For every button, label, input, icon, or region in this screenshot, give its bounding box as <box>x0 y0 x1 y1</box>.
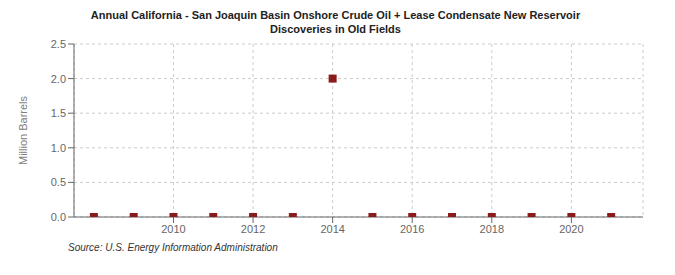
svg-text:Million Barrels: Million Barrels <box>17 95 29 165</box>
svg-text:2016: 2016 <box>400 223 424 235</box>
html-text:Source: U.S. Energy Informatio: Source: U.S. Energy Information Administ… <box>68 242 278 253</box>
svg-text:2020: 2020 <box>559 223 583 235</box>
svg-text:0.0: 0.0 <box>51 211 66 223</box>
html-text:Discoveries in Old Fields: Discoveries in Old Fields <box>270 23 401 35</box>
svg-text:2012: 2012 <box>241 223 265 235</box>
svg-text:1.5: 1.5 <box>51 107 66 119</box>
svg-text:0.5: 0.5 <box>51 176 66 188</box>
svg-text:1.0: 1.0 <box>51 142 66 154</box>
svg-text:2018: 2018 <box>480 223 504 235</box>
svg-text:2.5: 2.5 <box>51 38 66 50</box>
svg-text:2014: 2014 <box>320 223 344 235</box>
svg-text:2.0: 2.0 <box>51 73 66 85</box>
svg-text:2010: 2010 <box>161 223 185 235</box>
html-text:Annual California - San Joaqui: Annual California - San Joaquin Basin On… <box>90 9 581 21</box>
